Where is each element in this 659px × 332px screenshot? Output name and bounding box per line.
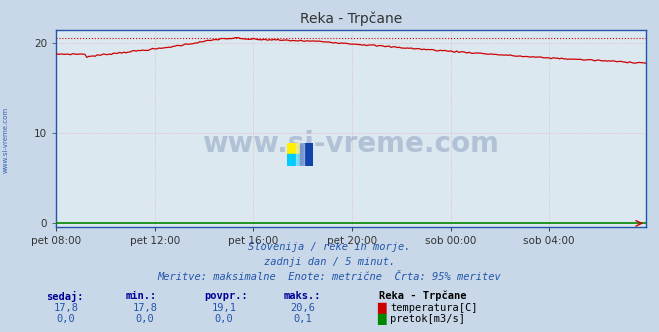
Title: Reka - Trpčane: Reka - Trpčane <box>300 11 402 26</box>
Text: povpr.:: povpr.: <box>204 291 248 301</box>
Bar <box>287 154 300 166</box>
Text: 0,1: 0,1 <box>294 314 312 324</box>
Text: █: █ <box>377 302 386 314</box>
Text: zadnji dan / 5 minut.: zadnji dan / 5 minut. <box>264 257 395 267</box>
Text: 0,0: 0,0 <box>136 314 154 324</box>
Text: maks.:: maks.: <box>283 291 321 301</box>
Bar <box>287 143 300 154</box>
Text: 17,8: 17,8 <box>132 303 158 313</box>
Polygon shape <box>296 143 304 166</box>
Text: 19,1: 19,1 <box>212 303 237 313</box>
Text: pretok[m3/s]: pretok[m3/s] <box>390 314 465 324</box>
Text: Reka - Trpčane: Reka - Trpčane <box>379 291 467 301</box>
Text: www.si-vreme.com: www.si-vreme.com <box>2 106 9 173</box>
Text: 17,8: 17,8 <box>53 303 78 313</box>
Text: 0,0: 0,0 <box>215 314 233 324</box>
Text: Slovenija / reke in morje.: Slovenija / reke in morje. <box>248 242 411 252</box>
Text: temperatura[C]: temperatura[C] <box>390 303 478 313</box>
Text: Meritve: maksimalne  Enote: metrične  Črta: 95% meritev: Meritve: maksimalne Enote: metrične Črta… <box>158 272 501 282</box>
Bar <box>300 143 313 166</box>
Text: 0,0: 0,0 <box>57 314 75 324</box>
Text: sedaj:: sedaj: <box>46 290 84 302</box>
Text: min.:: min.: <box>125 291 156 301</box>
Text: www.si-vreme.com: www.si-vreme.com <box>202 130 500 158</box>
Text: 20,6: 20,6 <box>291 303 316 313</box>
Text: █: █ <box>377 314 386 325</box>
